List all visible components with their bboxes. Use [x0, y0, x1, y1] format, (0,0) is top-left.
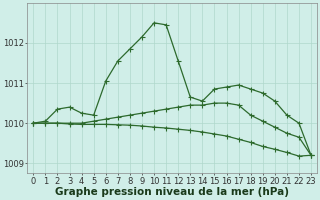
X-axis label: Graphe pression niveau de la mer (hPa): Graphe pression niveau de la mer (hPa) [55, 187, 289, 197]
